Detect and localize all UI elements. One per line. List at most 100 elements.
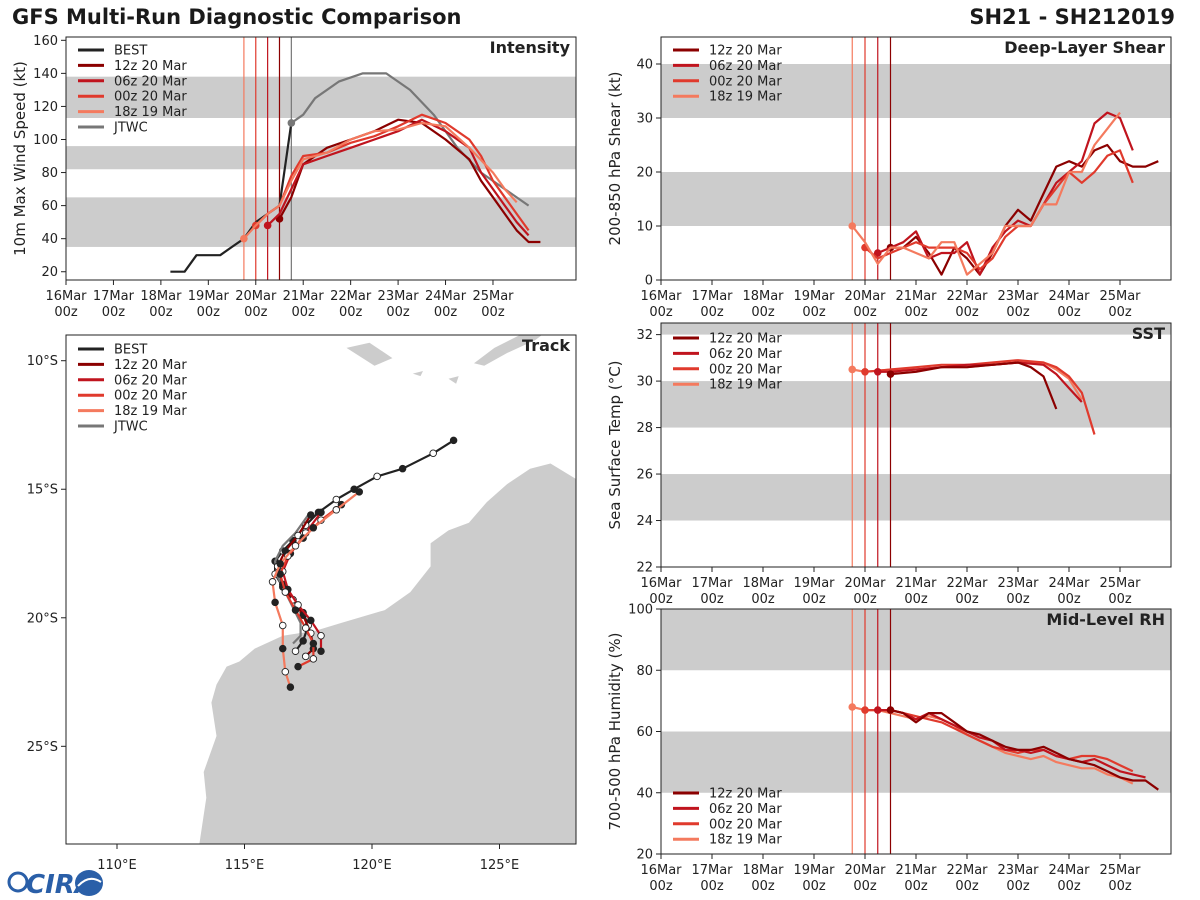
legend-label: 18z 19 Mar: [709, 378, 782, 393]
y-tick-label: 15°S: [27, 483, 58, 498]
legend-label: 12z 20 Mar: [114, 59, 187, 74]
track-point-marker: [332, 506, 341, 514]
rote-island: [448, 376, 459, 384]
series-start-marker: [873, 249, 882, 257]
australia-landmass: [199, 463, 576, 844]
x-tick-label: 23Mar: [997, 576, 1039, 591]
legend-label: BEST: [114, 44, 147, 59]
panel-title: SST: [1132, 324, 1165, 343]
legend-label: 12z 20 Mar: [709, 44, 782, 59]
chart-panels: 16Mar00z17Mar00z18Mar00z19Mar00z20Mar00z…: [11, 34, 1172, 894]
y-tick-label: 160: [33, 34, 58, 49]
track-point-marker: [291, 542, 300, 550]
track-point-marker: [449, 436, 458, 445]
plot-area-track: [66, 335, 576, 844]
y-axis-label: 700-500 hPa Humidity (%): [606, 632, 624, 830]
panel-rh: 16Mar00z17Mar00z18Mar00z19Mar00z20Mar00z…: [606, 603, 1172, 894]
x-tick-label: 20Mar: [844, 576, 886, 591]
x-tick-label: 18Mar: [742, 576, 784, 591]
series-line-00z-20-mar: [864, 359, 1096, 435]
y-tick-label: 60: [636, 725, 653, 740]
y-tick-label: 30: [636, 375, 653, 390]
x-tick-label: 20Mar: [235, 289, 277, 304]
panel-title: Intensity: [490, 38, 571, 57]
x-tick-label-hour: 00z: [54, 305, 78, 320]
legend-label: 18z 19 Mar: [709, 833, 782, 848]
x-tick-label: 24Mar: [1048, 576, 1090, 591]
series-line-12z-20-mar: [890, 361, 1058, 410]
series-start-marker: [848, 222, 857, 230]
legend-label: 00z 20 Mar: [709, 817, 782, 832]
plot-area-intensity: [66, 37, 576, 280]
track-point-marker: [398, 464, 407, 473]
x-tick-label: 21Mar: [283, 289, 325, 304]
track-point-marker: [309, 524, 318, 532]
y-tick-label: 20°S: [27, 611, 58, 626]
x-tick-label: 25Mar: [1099, 576, 1141, 591]
x-tick-label-hour: 00z: [904, 592, 928, 607]
x-tick-label: 120°E: [352, 858, 392, 873]
y-tick-label: 60: [41, 199, 58, 214]
x-tick-label-hour: 00z: [1006, 592, 1030, 607]
x-tick-label: 25Mar: [1099, 863, 1141, 878]
series-line-00z-20-mar: [255, 113, 530, 232]
sawu-island: [412, 371, 423, 377]
axes-frame: [660, 608, 1172, 855]
x-tick-label: 22Mar: [946, 289, 988, 304]
x-tick-label: 24Mar: [1048, 863, 1090, 878]
x-tick-label-hour: 00z: [904, 305, 928, 320]
logo-globe-icon: [75, 870, 103, 896]
x-tick-label-hour: 00z: [853, 305, 877, 320]
y-axis-label: 200-850 hPa Shear (kt): [606, 72, 624, 246]
x-tick-label: 21Mar: [895, 863, 937, 878]
track-point-marker: [301, 624, 310, 632]
legend-label: 18z 19 Mar: [709, 90, 782, 105]
y-tick-label: 25°S: [27, 740, 58, 755]
x-tick-label-hour: 00z: [1108, 879, 1132, 894]
x-tick-label-hour: 00z: [386, 305, 410, 320]
series-start-marker: [848, 365, 857, 374]
track-point-marker: [299, 637, 307, 645]
y-tick-label: 80: [41, 166, 58, 181]
legend-label: 12z 20 Mar: [709, 787, 782, 802]
x-tick-label-hour: 00z: [1006, 305, 1030, 320]
axes-frame: [660, 322, 1172, 568]
series-start-marker: [263, 221, 272, 230]
x-tick-label: 21Mar: [895, 289, 937, 304]
y-tick-label: 20: [636, 848, 653, 863]
legend-label: 06z 20 Mar: [709, 802, 782, 817]
x-tick-label-hour: 00z: [853, 879, 877, 894]
y-tick-label: 80: [636, 664, 653, 679]
x-tick-label-hour: 00z: [955, 879, 979, 894]
y-tick-label: 30: [636, 112, 653, 127]
track-point-marker: [317, 508, 325, 517]
x-tick-label: 24Mar: [1048, 289, 1090, 304]
y-tick-label: 140: [33, 67, 58, 82]
y-tick-label: 100: [628, 603, 653, 618]
plot-area-rh: [661, 609, 1171, 854]
series-line-06z-20-mar: [877, 111, 1134, 276]
y-tick-label: 26: [636, 468, 653, 483]
x-tick-label-hour: 00z: [649, 592, 673, 607]
sumba-island: [346, 342, 393, 366]
x-tick-label: 23Mar: [997, 863, 1039, 878]
x-tick-label-hour: 00z: [434, 305, 458, 320]
x-tick-label-hour: 00z: [1108, 592, 1132, 607]
plot-area-sst: [661, 323, 1171, 567]
y-tick-label: 40: [41, 232, 58, 247]
x-tick-label: 25Mar: [1099, 289, 1141, 304]
y-axis-label: 10m Max Wind Speed (kt): [11, 61, 29, 256]
x-tick-label: 18Mar: [742, 863, 784, 878]
x-tick-label-hour: 00z: [802, 879, 826, 894]
x-tick-label-hour: 00z: [853, 592, 877, 607]
series-start-marker: [240, 234, 248, 243]
shading-band: [661, 64, 1171, 118]
x-tick-label-hour: 00z: [1108, 305, 1132, 320]
series-line-00z-20-mar: [864, 149, 1134, 271]
y-tick-label: 32: [636, 328, 653, 343]
track-point-marker: [332, 495, 341, 504]
x-tick-label: 16Mar: [45, 289, 87, 304]
panel-title: Mid-Level RH: [1046, 610, 1165, 629]
x-tick-label: 18Mar: [742, 289, 784, 304]
y-tick-label: 10°S: [27, 354, 58, 369]
